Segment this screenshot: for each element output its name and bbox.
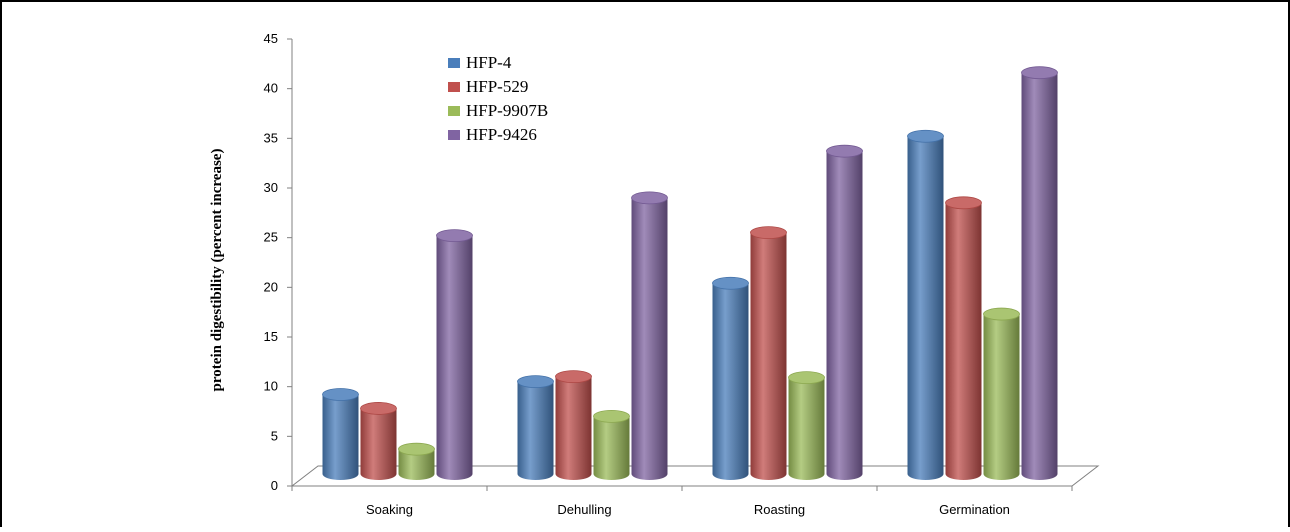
bar-top	[983, 307, 1020, 321]
x-tick-label: Germination	[939, 502, 1010, 517]
bar	[1021, 66, 1058, 481]
bar	[517, 375, 554, 480]
bar-top	[631, 191, 668, 205]
bar-body	[712, 283, 749, 480]
y-tick-label: 0	[271, 478, 278, 493]
bar-top	[436, 229, 473, 243]
bar-top	[322, 388, 359, 401]
legend-swatch	[448, 106, 460, 116]
bar-body	[436, 235, 473, 480]
bar-body	[983, 314, 1020, 480]
bar	[826, 144, 863, 480]
bar-body	[555, 376, 592, 480]
bar-body	[788, 377, 825, 480]
legend-label: HFP-9907B	[466, 101, 548, 120]
bar	[555, 370, 592, 480]
x-tick-label: Dehulling	[557, 502, 611, 517]
bar	[322, 388, 359, 480]
bar-body	[1021, 72, 1058, 481]
bar-top	[907, 129, 944, 143]
bar	[398, 442, 435, 480]
y-tick-label: 25	[264, 230, 278, 245]
bar-body	[398, 449, 435, 480]
legend-swatch	[448, 82, 460, 92]
y-axis-label: protein digestibility (percent increase)	[209, 149, 225, 392]
bar	[593, 409, 630, 480]
bar-body	[517, 381, 554, 480]
bar	[945, 196, 982, 480]
bar-body	[907, 136, 944, 480]
legend-label: HFP-4	[466, 53, 512, 72]
bar-top	[517, 375, 554, 389]
bar-top	[712, 276, 749, 290]
bar-top	[360, 402, 397, 415]
chart-floor	[290, 465, 1100, 487]
bar-body	[945, 202, 982, 480]
bar-top	[750, 226, 787, 240]
y-tick-label: 15	[264, 329, 278, 344]
x-tick-label: Roasting	[754, 502, 805, 517]
y-tick-label: 35	[264, 130, 278, 145]
bar-top	[1021, 66, 1058, 80]
bar-top	[945, 196, 982, 210]
x-tick-label: Soaking	[366, 502, 413, 517]
bar-top	[398, 442, 435, 456]
bar	[436, 229, 473, 480]
y-tick-label: 5	[271, 428, 278, 443]
bar	[907, 129, 944, 480]
bar-top	[788, 371, 825, 385]
bar-top	[826, 144, 863, 158]
bar	[983, 307, 1020, 480]
bar-body	[826, 151, 863, 480]
bar-top	[593, 409, 630, 423]
bar	[750, 226, 787, 480]
bar-body	[322, 394, 359, 480]
legend-swatch	[448, 130, 460, 140]
bar-body	[631, 197, 668, 480]
y-tick-label: 30	[264, 180, 278, 195]
bar-body	[593, 416, 630, 480]
y-tick-label: 40	[264, 81, 278, 96]
bar	[360, 402, 397, 480]
bar	[712, 276, 749, 480]
bar-body	[360, 408, 397, 480]
y-tick-label: 45	[264, 31, 278, 46]
y-tick-label: 10	[264, 379, 278, 394]
bar-top	[555, 370, 592, 384]
bar	[631, 191, 668, 480]
legend-label: HFP-529	[466, 77, 528, 96]
bar	[788, 371, 825, 480]
bar-body	[750, 232, 787, 480]
legend-swatch	[448, 58, 460, 68]
y-tick-label: 20	[264, 279, 278, 294]
legend-label: HFP-9426	[466, 125, 537, 144]
